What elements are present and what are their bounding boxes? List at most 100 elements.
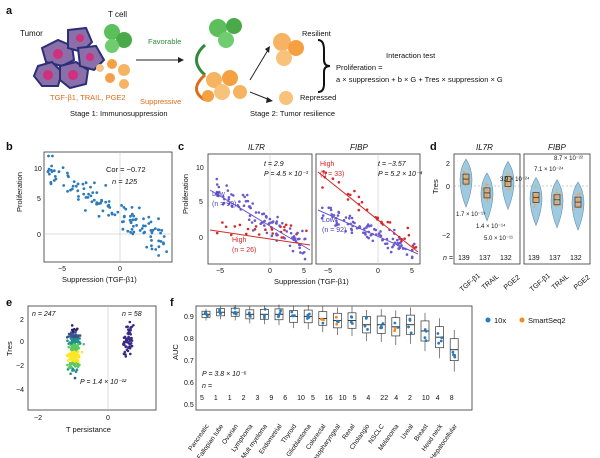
c-il7r-point (270, 234, 274, 238)
d-point (558, 192, 561, 195)
d-point (555, 202, 558, 205)
b-point (53, 175, 57, 178)
panel-c-high2a: High (320, 161, 335, 168)
c-il7r-point (253, 219, 257, 222)
c-fibp-point (322, 170, 325, 173)
b-point (134, 217, 138, 221)
panel-b-ytick-10: 10 (34, 166, 42, 173)
f-point (350, 315, 354, 319)
d-point (535, 193, 538, 196)
panel-e-label: e (6, 297, 12, 309)
b-point (142, 217, 145, 221)
c-il7r-point (250, 221, 254, 224)
b-point (50, 164, 53, 168)
panel-c-frame-fibp (315, 153, 421, 265)
f-n-value: 3 (256, 395, 260, 402)
d-point (464, 184, 467, 187)
c-fibp-point (410, 255, 414, 259)
c-il7r-point (226, 189, 230, 192)
f-point (320, 317, 323, 321)
d-point (486, 195, 489, 197)
f-point (393, 327, 397, 330)
suppressive-factors-graphic (96, 59, 130, 89)
il7r-high-fit (209, 229, 311, 246)
e-point-left (70, 346, 73, 349)
b-point (95, 201, 99, 205)
panel-f-pval: P = 3.8 × 10⁻⁶ (202, 371, 247, 378)
f-point (234, 312, 238, 316)
d-point (486, 198, 489, 200)
c-il7r-point (303, 257, 307, 261)
panel-d-n1-0: 139 (458, 255, 470, 262)
c-fibp-point (329, 208, 333, 212)
panel-c-xlabel: Suppression (TGF-β1) (274, 277, 349, 286)
panel-c-label: c (178, 141, 184, 153)
c-il7r-point (215, 177, 219, 181)
c-il7r-point (231, 205, 234, 208)
c-fibp-point (336, 214, 340, 217)
stage1-label: Stage 1: Immunosuppression (70, 109, 168, 118)
d-point (576, 193, 579, 196)
f-point (277, 314, 281, 317)
b-point (48, 172, 51, 176)
c-il7r-point (264, 228, 267, 231)
c-fibp-point (371, 239, 375, 243)
e-point-left (69, 342, 73, 345)
b-point (130, 212, 134, 216)
c-fibp-point (407, 233, 411, 237)
b-point (131, 232, 135, 236)
d-point (533, 203, 536, 206)
c-fibp-point (337, 223, 340, 226)
b-point (138, 229, 142, 232)
e-point-left (70, 324, 74, 327)
e-point-right (127, 346, 130, 350)
f-point (424, 329, 428, 333)
b-point (110, 212, 114, 216)
e-point-left (68, 357, 71, 361)
e-point-left (71, 330, 75, 333)
d-point (486, 200, 489, 203)
b-point (132, 224, 135, 228)
e-point-left (72, 335, 75, 339)
b-point (99, 201, 102, 205)
c-fibp-point (384, 242, 387, 246)
panel-b-xlabel: Suppression (TGF-β1) (62, 275, 137, 284)
e-point-right (132, 324, 135, 327)
f-point (262, 313, 266, 317)
c-il7r-point (238, 200, 241, 203)
d-point (533, 206, 536, 209)
panel-d-gene1: IL7R (476, 143, 493, 152)
c-il7r-point (283, 225, 286, 229)
c-fibp-point (397, 247, 401, 251)
f-point (290, 310, 294, 314)
c-il7r-point (278, 224, 281, 227)
favorable-arc (195, 43, 207, 77)
panel-f-ytick-0.8: 0.8 (184, 336, 194, 343)
panel-b-points (46, 154, 169, 257)
b-point (69, 188, 72, 192)
b-point (81, 182, 85, 186)
panel-d-n2-2: 132 (570, 255, 582, 262)
b-point (97, 214, 101, 218)
b-point (76, 189, 80, 193)
b-point (66, 189, 69, 193)
tumor-cells-graphic (32, 26, 106, 90)
c-il7r-point (276, 215, 279, 219)
f-point (396, 326, 400, 329)
c-fibp-point (330, 213, 334, 216)
f-point (440, 336, 444, 340)
b-point (129, 214, 132, 218)
panel-d-p-e: 7.1 × 10⁻²⁴ (534, 166, 564, 173)
c-il7r-point (262, 212, 266, 215)
panel-e-ytick-0: 0 (20, 339, 24, 346)
c-fibp-point (363, 227, 366, 230)
f-point (366, 328, 369, 331)
b-point (84, 209, 87, 212)
c-fibp-point (335, 221, 339, 225)
b-point (107, 213, 110, 217)
e-point-right (130, 325, 133, 329)
d-point (506, 176, 508, 179)
favorable-label: Favorable (148, 37, 181, 46)
c-il7r-point (227, 198, 231, 201)
b-point (162, 241, 165, 245)
